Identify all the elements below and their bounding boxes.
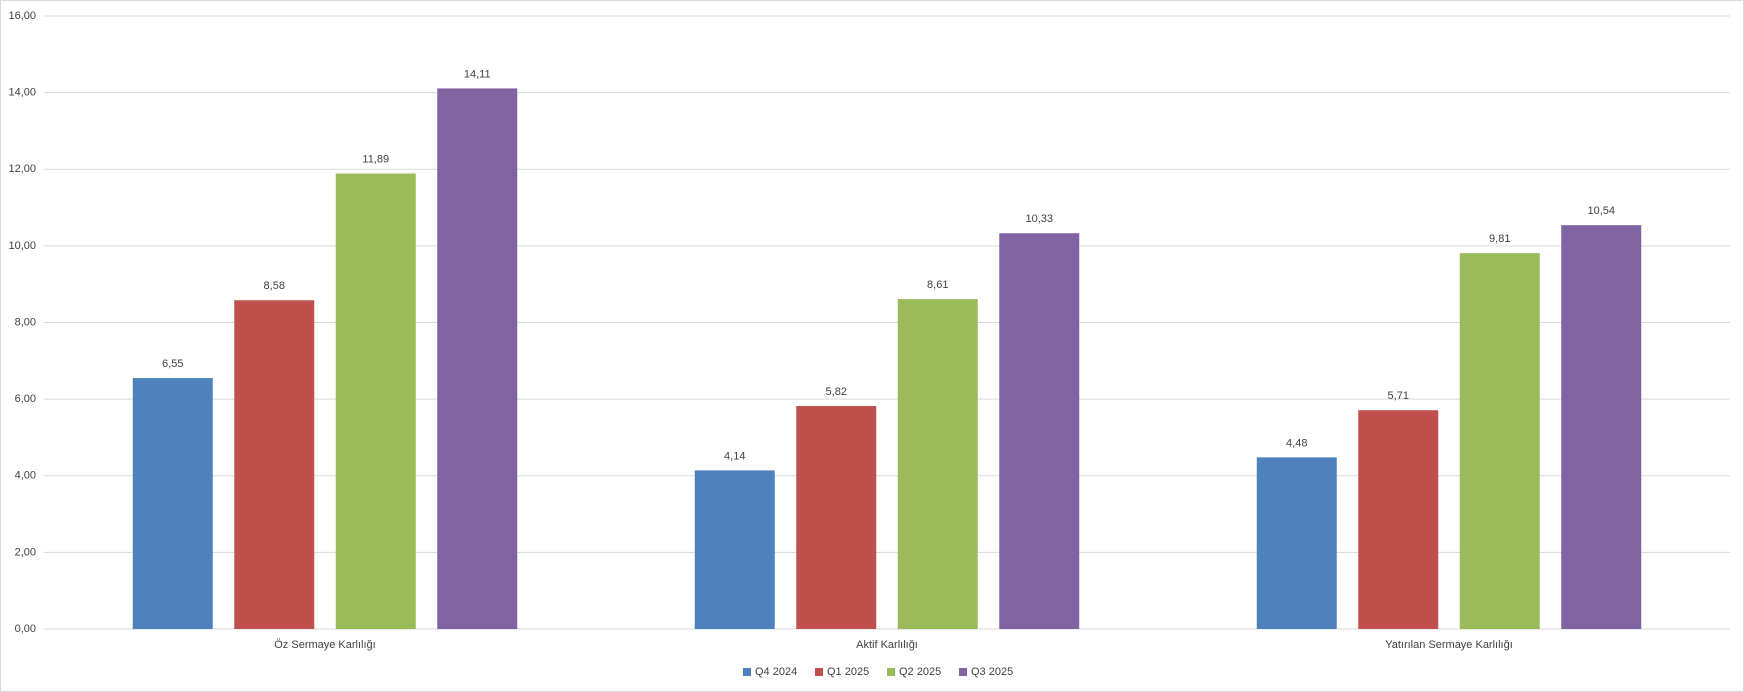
x-tick-label: Yatırılan Sermaye Karlılığı: [1385, 639, 1513, 651]
bar: [1561, 225, 1642, 629]
value-label: 5,71: [1388, 390, 1409, 402]
y-tick-label: 14,00: [8, 87, 36, 99]
legend-label: Q1 2025: [827, 666, 869, 678]
x-tick-label: Aktif Karlılığı: [856, 639, 918, 651]
bar: [999, 233, 1080, 629]
value-label: 6,55: [162, 358, 183, 370]
bar: [335, 173, 416, 630]
value-label: 10,54: [1587, 205, 1615, 217]
legend-label: Q3 2025: [971, 666, 1013, 678]
legend-swatch: [959, 668, 967, 676]
y-tick-label: 12,00: [8, 163, 36, 175]
bar: [132, 378, 213, 629]
bar: [796, 406, 877, 629]
y-tick-label: 8,00: [15, 316, 36, 328]
value-label: 10,33: [1025, 213, 1053, 225]
legend-label: Q2 2025: [899, 666, 941, 678]
bar: [1358, 410, 1439, 629]
bar: [1459, 253, 1540, 630]
legend-swatch: [743, 668, 751, 676]
value-label: 8,58: [264, 280, 285, 292]
x-tick-label: Öz Sermaye Karlılığı: [274, 639, 375, 651]
value-label: 4,48: [1286, 437, 1307, 449]
value-label: 14,11: [464, 68, 491, 80]
y-tick-label: 6,00: [15, 393, 36, 405]
y-tick-label: 0,00: [15, 623, 36, 635]
y-tick-label: 16,00: [8, 10, 36, 22]
bar: [437, 88, 518, 629]
bar: [897, 299, 978, 629]
value-label: 8,61: [927, 279, 948, 291]
bar: [234, 300, 315, 629]
bar: [1256, 457, 1337, 629]
y-tick-label: 10,00: [8, 240, 36, 252]
value-label: 9,81: [1489, 233, 1510, 245]
y-tick-label: 2,00: [15, 546, 36, 558]
value-label: 5,82: [826, 386, 847, 398]
legend-label: Q4 2024: [755, 666, 797, 678]
y-tick-label: 4,00: [15, 470, 36, 482]
value-label: 4,14: [724, 450, 745, 462]
bar: [694, 470, 775, 629]
value-label: 11,89: [362, 153, 389, 165]
legend-swatch: [815, 668, 823, 676]
legend-swatch: [887, 668, 895, 676]
